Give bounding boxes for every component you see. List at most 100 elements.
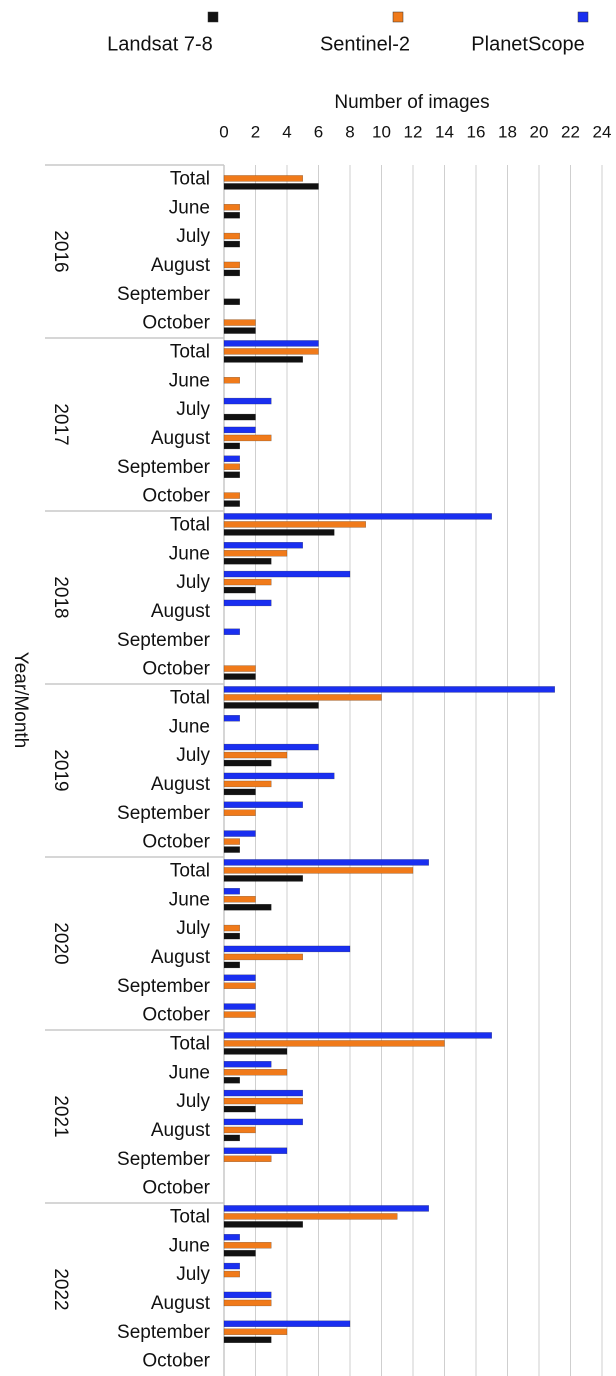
bar xyxy=(223,500,240,507)
x-tick-label: 20 xyxy=(530,122,549,141)
y-tick-label: July xyxy=(176,1091,210,1112)
x-tick-label: 22 xyxy=(561,122,580,141)
bar xyxy=(223,1155,272,1162)
bar xyxy=(223,932,240,940)
bar xyxy=(223,1097,303,1105)
y-tick-label: Total xyxy=(170,514,210,535)
bar xyxy=(223,492,240,499)
y-tick-label: September xyxy=(117,1322,211,1343)
y-tick-label: September xyxy=(117,284,211,305)
bar xyxy=(223,1250,256,1257)
bar xyxy=(223,888,240,895)
y-tick-label: October xyxy=(142,659,210,680)
bar xyxy=(223,1234,240,1241)
legend-label: Sentinel-2 xyxy=(320,33,410,55)
bar xyxy=(223,974,256,981)
bar xyxy=(223,1336,272,1343)
legend-marker xyxy=(392,11,404,23)
bar xyxy=(223,743,319,751)
bar xyxy=(223,240,240,248)
group-label: 2016 xyxy=(50,230,71,272)
group-label: 2021 xyxy=(50,1095,71,1137)
y-tick-label: September xyxy=(117,803,211,824)
y-tick-label: Total xyxy=(170,860,210,881)
bar xyxy=(223,715,240,722)
y-tick-label: June xyxy=(169,716,210,737)
bar xyxy=(223,1003,256,1010)
bar xyxy=(223,175,303,182)
y-tick-label: June xyxy=(169,543,210,564)
bar xyxy=(223,867,414,874)
group-label: 2020 xyxy=(50,922,71,964)
legend-label: PlanetScope xyxy=(471,33,584,55)
y-tick-label: Total xyxy=(170,1033,210,1054)
bar xyxy=(223,896,256,903)
bar xyxy=(223,1061,272,1068)
bar xyxy=(223,809,256,816)
x-tick-label: 10 xyxy=(372,122,391,141)
bar xyxy=(223,578,272,586)
bar xyxy=(223,319,256,326)
group-label: 2018 xyxy=(50,576,71,618)
y-tick-label: August xyxy=(151,428,211,449)
y-axis-title: Year/Month xyxy=(10,652,31,748)
y-tick-label: October xyxy=(142,313,210,334)
bar xyxy=(223,529,335,536)
y-tick-label: August xyxy=(151,774,211,795)
bar xyxy=(223,924,240,932)
bar xyxy=(223,628,240,635)
bar xyxy=(223,586,256,594)
bar xyxy=(223,904,272,911)
y-tick-label: July xyxy=(176,572,210,593)
bar xyxy=(223,397,272,405)
y-tick-label: October xyxy=(142,486,210,507)
bar xyxy=(223,261,240,269)
bar xyxy=(223,1299,272,1307)
bar xyxy=(223,830,256,837)
x-tick-label: 24 xyxy=(593,122,612,141)
bar xyxy=(223,212,240,219)
y-tick-label: June xyxy=(169,1062,210,1083)
bar xyxy=(223,1048,288,1055)
bar xyxy=(223,1270,240,1278)
bar xyxy=(223,780,272,788)
group-label: 2019 xyxy=(50,749,71,791)
bar xyxy=(223,599,272,607)
y-tick-label: June xyxy=(169,197,210,218)
bar xyxy=(223,1320,351,1327)
x-tick-label: 14 xyxy=(435,122,454,141)
y-tick-label: September xyxy=(117,976,211,997)
bar xyxy=(223,570,351,578)
bar xyxy=(223,953,303,961)
bar xyxy=(223,1291,272,1299)
bar xyxy=(223,665,256,672)
bar xyxy=(223,377,240,384)
y-tick-label: June xyxy=(169,889,210,910)
bar xyxy=(223,521,366,528)
y-tick-label: Total xyxy=(170,687,210,708)
bar xyxy=(223,550,288,557)
bar xyxy=(223,1126,256,1134)
bar xyxy=(223,471,240,478)
bar xyxy=(223,694,382,701)
y-tick-label: July xyxy=(176,1264,210,1285)
bar xyxy=(223,426,256,434)
bar xyxy=(223,859,429,866)
bar xyxy=(223,1040,445,1047)
y-tick-label: September xyxy=(117,1149,211,1170)
y-tick-label: July xyxy=(176,918,210,939)
bar xyxy=(223,875,303,882)
bar xyxy=(223,788,256,796)
bar xyxy=(223,434,272,442)
x-tick-label: 2 xyxy=(251,122,260,141)
bar xyxy=(223,340,319,347)
x-tick-label: 4 xyxy=(282,122,291,141)
y-tick-label: August xyxy=(151,1293,211,1314)
legend-marker xyxy=(577,11,589,23)
bar xyxy=(223,1069,288,1076)
bar xyxy=(223,183,319,190)
bar xyxy=(223,1134,240,1142)
y-tick-label: July xyxy=(176,226,210,247)
x-tick-label: 0 xyxy=(219,122,228,141)
